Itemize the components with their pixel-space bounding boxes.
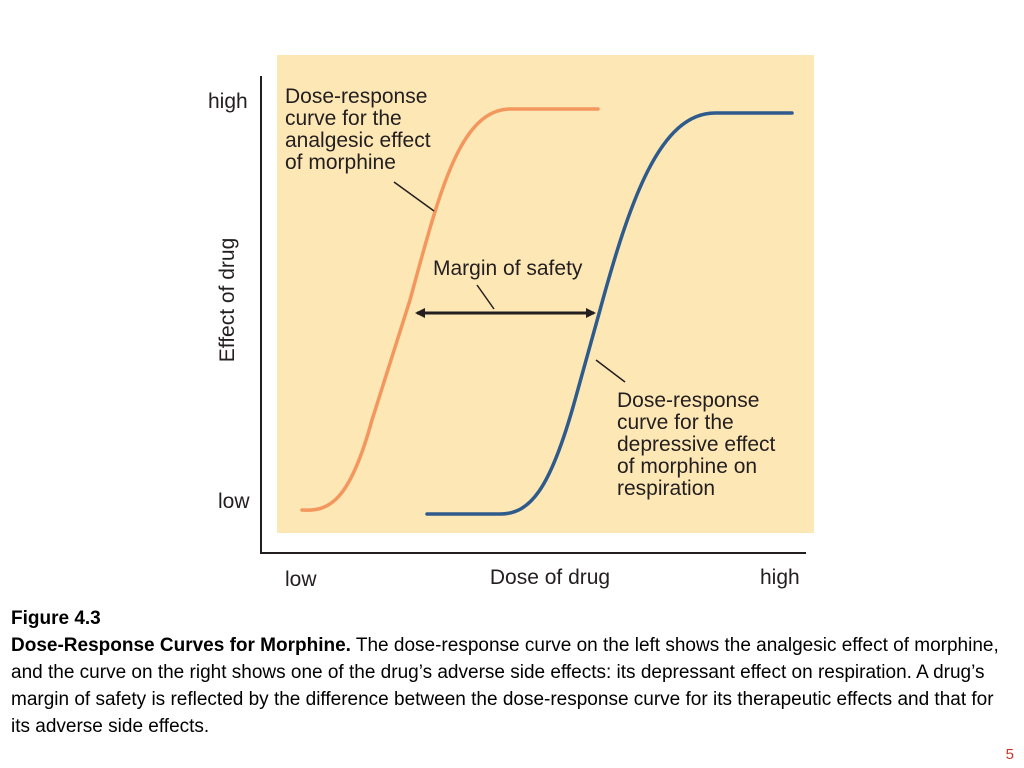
depressive-leader-line xyxy=(595,359,626,383)
margin-of-safety-label: Margin of safety xyxy=(433,257,583,280)
analgesic-label-line: Dose-response xyxy=(285,85,427,108)
depressive-label-line: Dose-response xyxy=(617,389,759,412)
analgesic-label-line: of morphine xyxy=(285,151,396,174)
depressive-label-line: of morphine on xyxy=(617,455,757,478)
analgesic-dose-response-curve xyxy=(300,107,600,512)
y-axis-title: Effect of drug xyxy=(216,238,239,363)
margin-leader-line xyxy=(476,284,495,310)
depressive-label-line: respiration xyxy=(617,477,715,500)
analgesic-label-line: analgesic effect xyxy=(285,129,431,152)
analgesic-label-line: curve for the xyxy=(285,107,402,130)
depressive-label-line: curve for the xyxy=(617,411,734,434)
caption-text: Dose-Response Curves for Morphine. The d… xyxy=(11,632,1011,740)
slide-number: 5 xyxy=(1005,746,1014,763)
depressive-label-line: depressive effect xyxy=(617,433,776,456)
caption-title: Dose-Response Curves for Morphine. xyxy=(11,635,351,656)
x-axis-high-label: high xyxy=(760,566,800,589)
figure-caption: Figure 4.3 Dose-Response Curves for Morp… xyxy=(11,605,1011,740)
x-axis-title: Dose of drug xyxy=(490,566,610,589)
caption-body: The dose-response curve on the left show… xyxy=(11,635,999,737)
x-axis-low-label: low xyxy=(285,568,317,591)
y-axis-high-label: high xyxy=(208,90,248,113)
dose-response-diagram: high low Effect of drug low Dose of drug… xyxy=(208,55,814,591)
figure-number: Figure 4.3 xyxy=(11,608,101,629)
depressive-dose-response-curve xyxy=(425,111,794,516)
plot-background-panel xyxy=(277,55,814,533)
analgesic-curve-label: Dose-response curve for the analgesic ef… xyxy=(285,85,436,174)
depressive-curve-label: Dose-response curve for the depressive e… xyxy=(617,389,781,500)
analgesic-leader-line xyxy=(393,181,435,212)
y-axis-low-label: low xyxy=(218,490,250,513)
